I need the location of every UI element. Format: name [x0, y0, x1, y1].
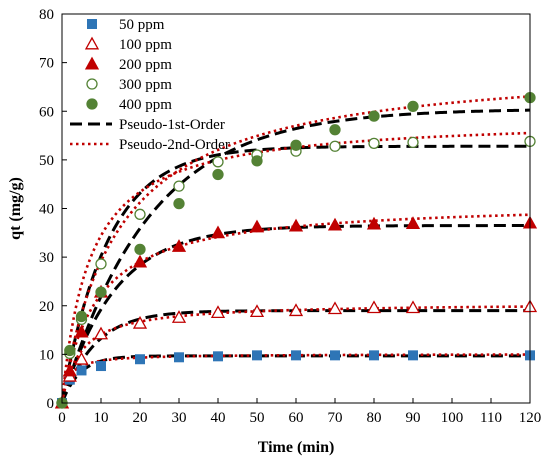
data-point [329, 124, 341, 136]
data-point [173, 197, 185, 210]
data-point [171, 310, 187, 323]
x-tick-label: 100 [441, 410, 464, 426]
pseudo-2nd-order-curve [60, 95, 531, 404]
data-point [290, 139, 302, 151]
data-point [407, 100, 419, 113]
y-tick-label: 10 [39, 347, 54, 363]
data-point [407, 136, 419, 149]
data-point [134, 243, 146, 255]
data-point [76, 365, 87, 376]
legend-marker [86, 78, 98, 90]
legend: 50 ppm 100 ppm 200 ppm 300 ppm 400 ppm Pseudo… [70, 17, 230, 153]
data-point [288, 218, 304, 232]
data-point [95, 286, 107, 298]
data-point [132, 254, 148, 268]
pseudo-1st-order-curve [60, 144, 530, 404]
data-point [74, 324, 89, 338]
x-tick-label: 0 [58, 410, 66, 426]
data-point [408, 350, 418, 361]
x-tick-label: 70 [328, 410, 343, 426]
x-tick-label: 50 [250, 410, 265, 426]
x-tick-label: 120 [519, 410, 542, 426]
data-point [93, 326, 109, 340]
pseudo-2nd-order-curve [60, 353, 531, 404]
pseudo-1st-order-curve [60, 354, 530, 404]
data-point [288, 303, 304, 317]
data-point [405, 216, 421, 230]
data-point [132, 315, 148, 329]
pseudo-1st-order-curve [60, 108, 531, 404]
data-point [291, 350, 301, 361]
x-tick-label: 110 [480, 410, 502, 426]
data-point [366, 216, 382, 230]
data-point [75, 310, 88, 323]
data-point [210, 305, 226, 319]
x-tick-label: 60 [289, 410, 304, 426]
y-tick-label: 80 [39, 7, 54, 23]
data-point [368, 137, 380, 149]
x-tick-label: 80 [367, 410, 382, 426]
axes: 0 10 20 30 40 50 60 70 80 90 100 110 120 0 10 20 30 40 50 6… [39, 7, 541, 426]
legend-label: 100 ppm [119, 37, 172, 53]
y-tick-label: 50 [39, 153, 54, 169]
legend-marker [87, 19, 97, 29]
data-point [249, 219, 265, 233]
y-axis-title: qt (mg/g) [7, 177, 24, 240]
data-point [405, 300, 421, 314]
data-point [95, 258, 107, 270]
data-point [212, 156, 224, 168]
x-tick-label: 30 [172, 410, 187, 426]
legend-label: 300 ppm [119, 77, 172, 93]
legend-marker [86, 98, 98, 110]
data-point [74, 351, 89, 365]
legend-label: 200 ppm [119, 57, 172, 73]
data-point [366, 300, 382, 314]
x-axis-title: Time (min) [258, 439, 335, 456]
legend-label: 400 ppm [119, 97, 172, 113]
data-point [62, 363, 77, 377]
data-point [64, 344, 76, 357]
data-point [212, 168, 224, 181]
y-tick-label: 20 [39, 299, 54, 315]
y-tick-label: 30 [39, 250, 54, 266]
x-tick-label: 40 [211, 410, 226, 426]
legend-label: Pseudo-2nd-Order [119, 137, 230, 153]
y-tick-label: 40 [39, 202, 54, 218]
plot-area [54, 91, 538, 409]
data-point [210, 225, 226, 239]
data-point [134, 208, 146, 220]
data-point [327, 301, 343, 315]
data-point [329, 140, 341, 152]
data-point [368, 110, 380, 122]
y-tick-label: 60 [39, 104, 54, 120]
legend-label: Pseudo-1st-Order [119, 117, 225, 133]
legend-marker [84, 56, 100, 70]
data-point [327, 217, 343, 231]
data-point [251, 155, 263, 167]
pseudo-2nd-order-curve [60, 131, 531, 404]
x-tick-label: 90 [406, 410, 421, 426]
y-tick-label: 0 [47, 396, 55, 412]
legend-label: 50 ppm [119, 17, 165, 33]
x-tick-label: 10 [94, 410, 109, 426]
data-point [96, 361, 106, 372]
data-point [174, 352, 184, 363]
data-point [171, 239, 187, 252]
data-point [249, 304, 265, 318]
legend-marker [84, 36, 100, 50]
y-tick-label: 70 [39, 56, 54, 72]
data-point [369, 350, 379, 361]
data-point [135, 354, 145, 365]
data-point [252, 350, 262, 361]
data-point [330, 350, 340, 361]
x-tick-label: 20 [133, 410, 148, 426]
data-point [173, 180, 185, 192]
data-point [213, 351, 223, 362]
